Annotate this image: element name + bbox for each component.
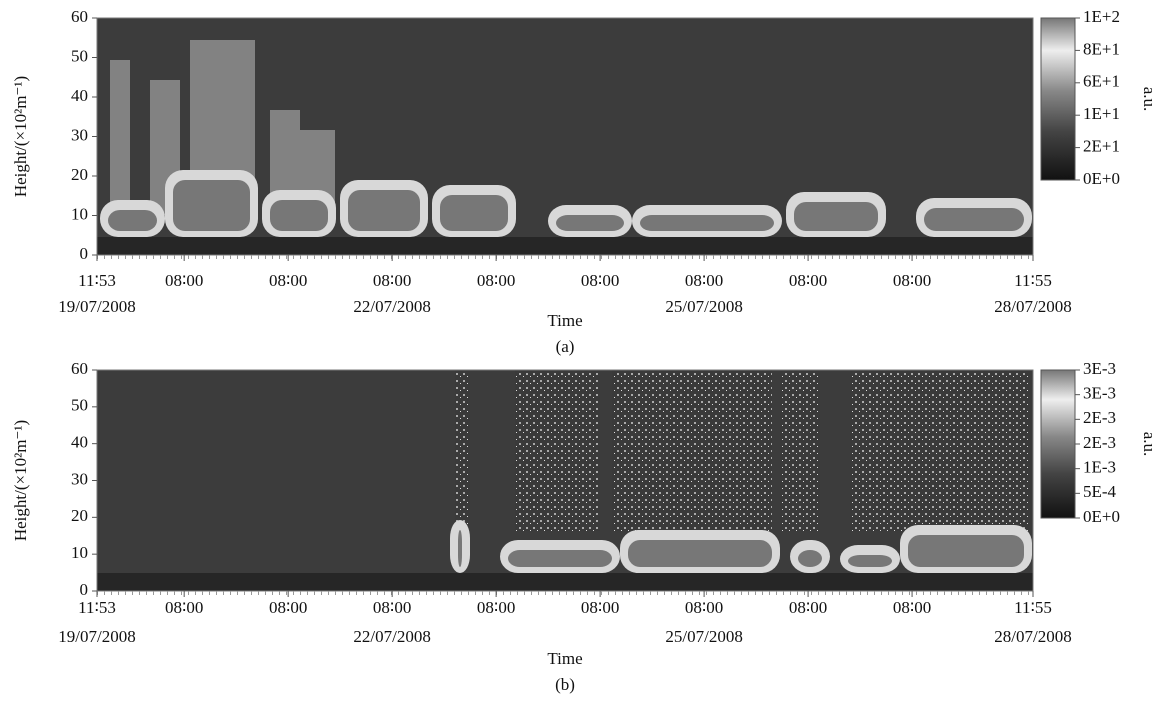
x-tick-label: 08∶00 <box>581 598 619 617</box>
colorbar-tick-label: 6E+1 <box>1083 72 1120 91</box>
x-tick-label: 08∶00 <box>165 598 203 617</box>
heatmap-texture <box>97 237 1033 255</box>
date-label: 22/07/2008 <box>353 627 430 646</box>
date-label: 19/07/2008 <box>58 297 135 316</box>
heatmap-texture <box>440 195 508 231</box>
y-tick-label: 60 <box>71 7 88 26</box>
y-tick-label: 20 <box>71 165 88 184</box>
y-tick-label: 40 <box>71 86 88 105</box>
colorbar-tick-label: 1E-3 <box>1083 458 1116 477</box>
heatmap-texture <box>515 370 600 531</box>
x-tick-label: 08∶00 <box>893 598 931 617</box>
heatmap-texture <box>924 208 1024 231</box>
heatmap-texture <box>173 180 250 231</box>
y-tick-label: 30 <box>71 125 88 144</box>
y-tick-label: 50 <box>71 46 88 65</box>
panel: 0 10 20 30 40 50 60 11∶53 08∶00 08∶00 08∶00 08∶00 08… <box>11 7 1159 356</box>
colorbar-tick-label: 3E-3 <box>1083 384 1116 403</box>
y-tick-label: 50 <box>71 396 88 415</box>
y-axis-label: Height/(×10²m⁻¹) <box>11 76 30 197</box>
heatmap-texture <box>798 550 822 567</box>
y-tick-label: 20 <box>71 506 88 525</box>
x-tick-label: 08∶00 <box>269 271 307 290</box>
heatmap-texture <box>458 530 462 567</box>
y-tick-label: 0 <box>80 244 89 263</box>
colorbar-tick-label: 1E+2 <box>1083 7 1120 26</box>
date-label: 28/07/2008 <box>994 627 1071 646</box>
colorbar-tick-label: 5E-4 <box>1083 482 1117 501</box>
heatmap-texture <box>556 215 624 231</box>
heatmap-texture <box>97 573 1033 591</box>
x-tick-label: 08∶00 <box>477 598 515 617</box>
x-axis-label: Time <box>547 311 582 330</box>
x-tick-label: 11∶53 <box>78 271 116 290</box>
x-tick-label: 08∶00 <box>165 271 203 290</box>
x-tick-label: 08∶00 <box>581 271 619 290</box>
x-tick-label: 11∶53 <box>78 598 116 617</box>
colorbar-tick-label: 2E-3 <box>1083 433 1116 452</box>
x-tick-label: 08∶00 <box>685 271 723 290</box>
figure: 010203040506011∶5308∶0008∶0008∶0008∶0008… <box>0 0 1161 698</box>
x-tick-label: 11∶55 <box>1014 598 1052 617</box>
date-label: 25/07/2008 <box>665 627 742 646</box>
heatmap-texture <box>348 190 420 231</box>
y-tick-label: 30 <box>71 469 88 488</box>
date-label: 25/07/2008 <box>665 297 742 316</box>
y-tick-label: 10 <box>71 204 88 223</box>
date-label: 22/07/2008 <box>353 297 430 316</box>
colorbar-tick-label: 1E+1 <box>1083 104 1120 123</box>
colorbar-tick-label: 8E+1 <box>1083 39 1120 58</box>
colorbar-tick-label: 2E+1 <box>1083 137 1120 156</box>
colorbar-tick-label: 0E+0 <box>1083 169 1120 188</box>
heatmap-texture <box>628 540 772 567</box>
heatmap-texture <box>508 550 612 567</box>
heatmap-texture <box>780 370 820 531</box>
panel-label: (b) <box>555 675 575 694</box>
y-tick-label: 60 <box>71 359 88 378</box>
panel: 0 10 20 30 40 50 60 11∶53 08∶00 08∶00 08∶00 08∶00 08… <box>11 359 1159 694</box>
x-tick-label: 08∶00 <box>373 271 411 290</box>
colorbar <box>1041 370 1075 518</box>
heatmap-texture <box>110 60 130 215</box>
heatmap-texture <box>850 370 1030 531</box>
x-tick-label: 11∶55 <box>1014 271 1052 290</box>
date-label: 19/07/2008 <box>58 627 135 646</box>
x-tick-label: 08∶00 <box>789 598 827 617</box>
heatmap-texture <box>108 210 157 231</box>
date-label: 28/07/2008 <box>994 297 1071 316</box>
y-tick-label: 0 <box>80 580 89 599</box>
x-tick-label: 08∶00 <box>373 598 411 617</box>
x-tick-label: 08∶00 <box>477 271 515 290</box>
colorbar-label: a.u. <box>1140 87 1159 112</box>
x-tick-label: 08∶00 <box>269 598 307 617</box>
heatmap-texture <box>455 370 470 531</box>
heatmap-texture <box>612 370 772 531</box>
y-tick-label: 40 <box>71 433 88 452</box>
heatmap-texture <box>640 215 774 231</box>
colorbar-tick-label: 2E-3 <box>1083 408 1116 427</box>
heatmap-texture <box>794 202 878 231</box>
colorbar <box>1041 18 1075 180</box>
colorbar-label: a.u. <box>1140 432 1159 457</box>
x-tick-label: 08∶00 <box>893 271 931 290</box>
heatmap-texture <box>270 200 328 231</box>
x-axis-label: Time <box>547 649 582 668</box>
x-tick-label: 08∶00 <box>789 271 827 290</box>
panel-label: (a) <box>556 337 575 356</box>
y-tick-label: 10 <box>71 543 88 562</box>
y-axis-label: Height/(×10²m⁻¹) <box>11 420 30 541</box>
heatmap-texture <box>848 555 892 567</box>
colorbar-tick-label: 3E-3 <box>1083 359 1116 378</box>
x-tick-label: 08∶00 <box>685 598 723 617</box>
colorbar-tick-label: 0E+0 <box>1083 507 1120 526</box>
heatmap-texture <box>908 535 1024 567</box>
